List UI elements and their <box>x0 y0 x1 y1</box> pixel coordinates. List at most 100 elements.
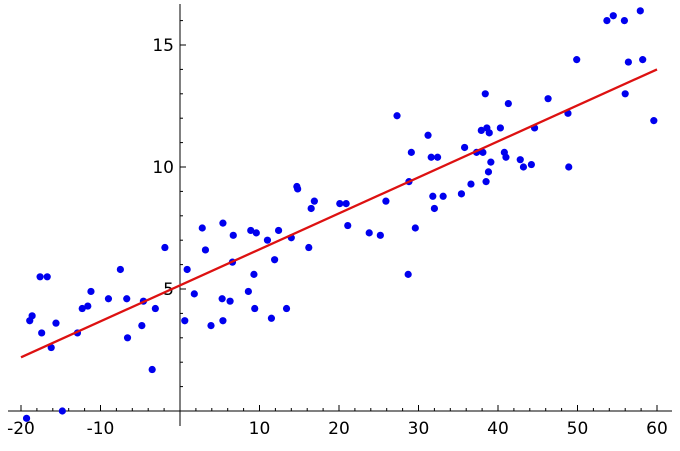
data-point <box>650 117 658 125</box>
ticks: -20-1010203040506051015 <box>7 20 668 439</box>
y-tick-label: 15 <box>152 36 174 56</box>
x-tick-label: 60 <box>646 419 668 439</box>
data-point <box>376 231 384 239</box>
fit-line-group <box>20 68 658 359</box>
data-point <box>639 56 647 64</box>
data-point <box>52 319 60 327</box>
data-point <box>58 407 66 415</box>
data-point <box>620 17 629 25</box>
data-point <box>636 7 644 15</box>
data-point <box>603 17 611 25</box>
x-tick-label: 50 <box>567 419 589 439</box>
data-point <box>218 295 226 303</box>
data-point <box>229 231 237 239</box>
data-point <box>609 12 617 20</box>
data-point <box>104 295 113 303</box>
data-point <box>250 270 258 278</box>
data-point <box>342 200 350 208</box>
data-points <box>22 7 658 422</box>
data-point <box>219 219 227 227</box>
y-tick-label: 10 <box>152 158 174 178</box>
data-point <box>282 304 291 313</box>
x-tick-label: 10 <box>249 419 271 439</box>
data-point <box>123 334 132 342</box>
data-point <box>183 265 191 274</box>
data-point <box>336 200 344 208</box>
data-point <box>467 180 475 188</box>
data-point <box>247 226 255 235</box>
x-tick-label: 40 <box>487 419 509 439</box>
data-point <box>84 302 92 310</box>
data-point <box>78 304 86 313</box>
data-point <box>621 90 629 98</box>
data-point <box>344 221 352 230</box>
data-point <box>43 273 51 281</box>
data-point <box>87 287 95 296</box>
data-point <box>244 287 252 296</box>
data-point <box>461 143 469 152</box>
data-point <box>477 126 485 134</box>
data-point <box>424 131 432 139</box>
data-point <box>365 229 373 237</box>
data-point <box>271 256 279 264</box>
data-point <box>479 148 487 156</box>
data-point <box>487 158 495 166</box>
data-point <box>482 178 490 186</box>
data-point <box>219 317 227 325</box>
data-point <box>226 297 234 305</box>
data-point <box>138 322 146 330</box>
data-point <box>198 224 206 232</box>
data-point <box>207 322 215 330</box>
data-point <box>439 192 447 200</box>
data-point <box>502 153 510 161</box>
data-point <box>527 160 535 169</box>
regression-line <box>20 68 658 359</box>
data-point <box>429 192 437 200</box>
data-point <box>393 112 401 120</box>
data-point <box>307 204 315 213</box>
data-point <box>190 290 198 298</box>
data-point <box>433 153 442 161</box>
data-point <box>407 148 415 156</box>
data-point <box>267 314 276 322</box>
data-point <box>38 329 46 337</box>
data-point <box>544 95 552 103</box>
data-point <box>481 90 489 98</box>
data-point <box>411 224 419 232</box>
data-point <box>294 185 302 193</box>
data-point <box>457 190 466 198</box>
data-point <box>624 58 632 66</box>
data-point <box>201 246 210 254</box>
data-point <box>36 273 44 281</box>
data-point <box>22 414 31 422</box>
x-tick-label: 20 <box>328 419 350 439</box>
data-point <box>504 99 512 108</box>
data-point <box>47 343 55 352</box>
data-point <box>427 153 435 161</box>
x-tick-label: 30 <box>408 419 430 439</box>
data-point <box>485 129 493 137</box>
data-point <box>430 204 438 213</box>
data-point <box>274 226 283 235</box>
data-point <box>404 270 412 278</box>
data-point <box>263 236 272 244</box>
data-point <box>181 317 189 325</box>
data-point <box>123 295 131 303</box>
data-point <box>116 265 124 274</box>
data-point <box>28 312 36 320</box>
data-point <box>516 156 524 164</box>
data-point <box>573 56 581 64</box>
data-point <box>382 197 390 205</box>
data-point <box>161 243 169 252</box>
data-point <box>148 365 156 374</box>
data-point <box>252 229 260 237</box>
data-point <box>251 304 259 313</box>
data-point <box>565 163 573 171</box>
data-point <box>484 168 493 176</box>
data-point <box>496 124 504 132</box>
x-tick-label: -20 <box>7 419 35 439</box>
axes <box>8 4 672 426</box>
x-tick-label: -10 <box>87 419 115 439</box>
data-point <box>305 243 313 252</box>
